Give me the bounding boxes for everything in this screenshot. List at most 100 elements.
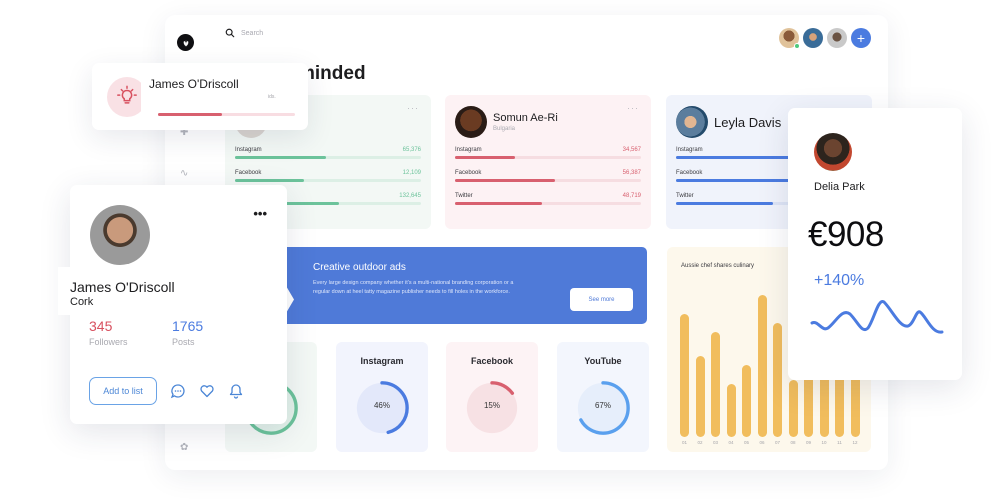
name-tag bbox=[58, 267, 178, 315]
activity-icon[interactable]: ∿ bbox=[180, 168, 189, 179]
stat-label: Instagram bbox=[676, 147, 703, 153]
donut-percent: 15% bbox=[483, 401, 500, 410]
stat-label: Twitter bbox=[676, 193, 694, 199]
add-to-list-button[interactable]: Add to list bbox=[89, 377, 157, 405]
progress-track bbox=[455, 156, 641, 159]
progress-fill bbox=[235, 156, 327, 159]
avatar[interactable] bbox=[779, 28, 800, 49]
message-button[interactable] bbox=[170, 383, 186, 399]
x-tick: 12 bbox=[852, 440, 858, 445]
progress-fill bbox=[676, 179, 799, 182]
stat-value: 48,719 bbox=[622, 193, 641, 199]
x-tick: 05 bbox=[743, 440, 749, 445]
donut-percent: 46% bbox=[373, 401, 390, 410]
chat-icon bbox=[170, 384, 185, 399]
stat-value: 132,645 bbox=[399, 193, 421, 199]
donut-title: Facebook bbox=[470, 356, 513, 366]
progress-track bbox=[676, 156, 862, 159]
stat-label: Facebook bbox=[676, 170, 703, 176]
followers-label: Followers bbox=[89, 337, 128, 347]
donut-title: YouTube bbox=[584, 356, 622, 366]
online-indicator bbox=[794, 43, 800, 49]
donut-chart bbox=[465, 381, 519, 435]
revenue-card: Delia Park €908 +140% bbox=[788, 108, 962, 380]
notification-icon-bubble bbox=[107, 77, 147, 117]
progress-fill bbox=[676, 202, 773, 205]
chart-bar bbox=[711, 332, 720, 437]
add-icon[interactable]: ✚ bbox=[180, 127, 189, 138]
chart-bar bbox=[773, 323, 782, 437]
add-member-button[interactable]: + bbox=[851, 28, 871, 48]
stat-row: Twitter bbox=[676, 193, 862, 205]
posts-label: Posts bbox=[172, 337, 195, 347]
x-tick: 06 bbox=[759, 440, 765, 445]
chart-title: Aussie chef shares culinary bbox=[681, 263, 755, 269]
progress-fill bbox=[455, 179, 556, 182]
progress-fill bbox=[455, 202, 543, 205]
progress-track bbox=[158, 113, 295, 116]
followers-count: 345 bbox=[89, 318, 113, 334]
chart-bar bbox=[804, 374, 813, 437]
more-options-icon[interactable]: ••• bbox=[253, 206, 267, 221]
stat-row: Facebook 12,109 bbox=[235, 170, 421, 182]
stat-row: Facebook 56,387 bbox=[455, 170, 641, 182]
progress-fill bbox=[235, 179, 304, 182]
stat-row: Facebook bbox=[676, 170, 862, 182]
avatar bbox=[676, 106, 708, 138]
stats-list: Instagram 65,376 Facebook 12,109 132,645 bbox=[235, 147, 421, 205]
chart-bar bbox=[788, 380, 798, 437]
progress-track bbox=[676, 179, 862, 182]
donut-title: Instagram bbox=[360, 356, 404, 366]
profile-city: Cork bbox=[70, 296, 94, 308]
profile-card: ··· Somun Ae-Ri Bulgaria Instagram 34,567… bbox=[445, 95, 651, 229]
stat-label: Instagram bbox=[455, 147, 482, 153]
user-profile-card: ••• James O'Driscoll Cork 345 Followers … bbox=[58, 185, 287, 424]
chart-bar bbox=[742, 365, 751, 437]
revenue-amount: €908 bbox=[808, 215, 884, 254]
search-icon bbox=[225, 28, 235, 38]
x-tick: 10 bbox=[821, 440, 827, 445]
stat-value: 65,376 bbox=[402, 147, 421, 153]
profile-card-header: Somun Ae-Ri Bulgaria bbox=[455, 105, 641, 139]
x-tick: 11 bbox=[837, 440, 842, 445]
more-options-icon[interactable]: ··· bbox=[627, 103, 639, 113]
x-tick: 02 bbox=[697, 440, 703, 445]
logo-icon[interactable] bbox=[177, 34, 194, 51]
posts-count: 1765 bbox=[172, 318, 204, 334]
chart-bar bbox=[757, 295, 767, 437]
x-tick: 07 bbox=[774, 440, 780, 445]
stat-label: Facebook bbox=[235, 170, 262, 176]
revenue-name: Delia Park bbox=[814, 181, 865, 193]
notify-button[interactable] bbox=[228, 383, 244, 399]
chart-bar bbox=[819, 350, 829, 437]
x-tick: 08 bbox=[790, 440, 796, 445]
see-more-button[interactable]: See more bbox=[570, 288, 633, 311]
stat-label: Facebook bbox=[455, 170, 482, 176]
donut-chart bbox=[576, 381, 630, 435]
avatar[interactable] bbox=[803, 28, 823, 48]
stats-list: Instagram Facebook Twitter bbox=[676, 147, 862, 205]
bell-icon bbox=[229, 384, 243, 399]
settings-icon[interactable]: ✿ bbox=[180, 442, 189, 453]
notification-card[interactable]: James O'Driscoll ids. bbox=[92, 63, 308, 130]
more-options-icon[interactable]: ··· bbox=[407, 103, 419, 113]
stat-row: Instagram bbox=[676, 147, 862, 159]
search-bar[interactable]: Search bbox=[225, 28, 263, 38]
donut-chart bbox=[355, 381, 409, 435]
notification-content bbox=[141, 69, 301, 121]
revenue-change: +140% bbox=[814, 272, 865, 289]
donut-card: YouTube 67% bbox=[557, 342, 649, 452]
profile-name: Somun Ae-Ri bbox=[493, 112, 558, 124]
notification-subtext: ids. bbox=[268, 94, 276, 100]
stat-value: 56,387 bbox=[622, 170, 641, 176]
like-button[interactable] bbox=[199, 383, 215, 399]
avatar bbox=[455, 106, 487, 138]
progress-fill bbox=[158, 113, 222, 116]
search-input[interactable]: Search bbox=[241, 29, 264, 37]
chart-bar bbox=[695, 356, 705, 437]
posts-stat: 1765 Posts bbox=[172, 318, 203, 347]
avatar[interactable] bbox=[827, 28, 847, 48]
avatar bbox=[814, 133, 852, 171]
stat-row: 132,645 bbox=[235, 193, 421, 205]
